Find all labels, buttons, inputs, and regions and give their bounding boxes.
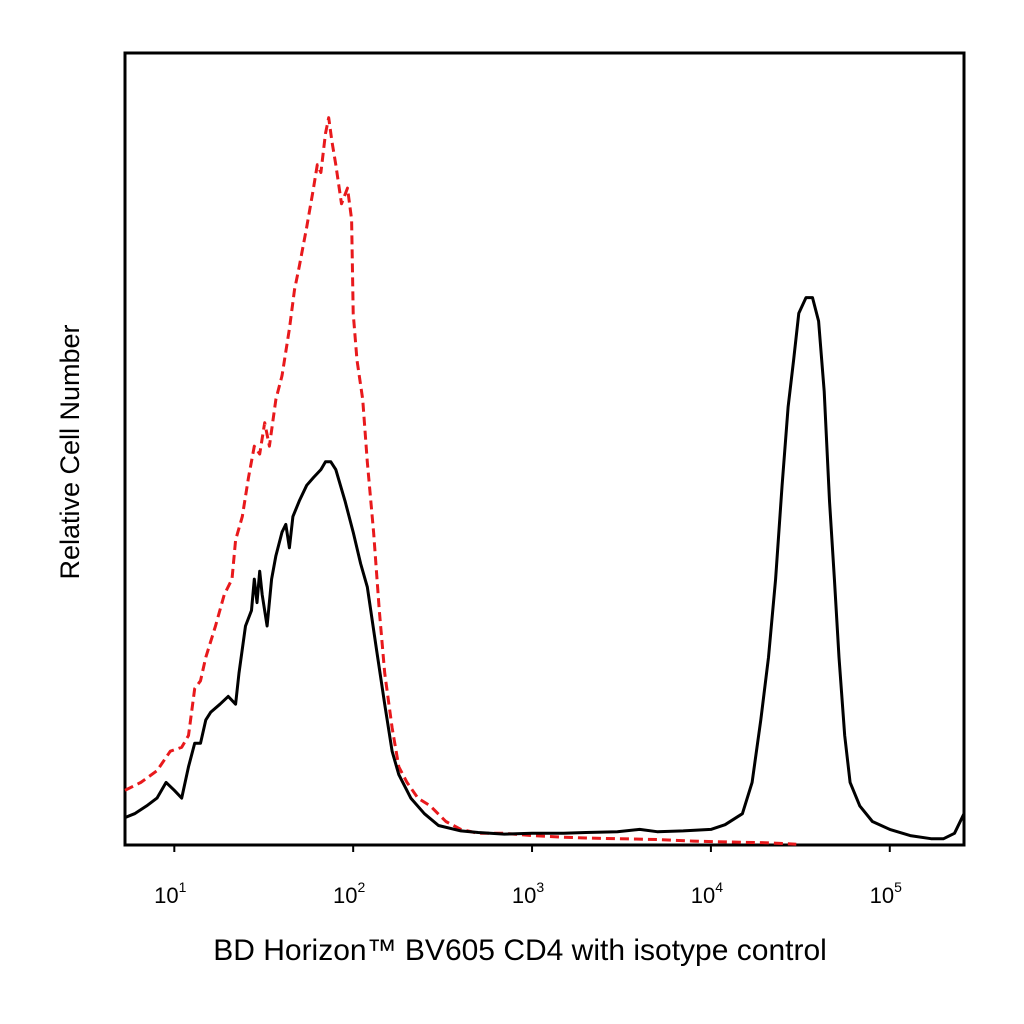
y-axis-label: Relative Cell Number bbox=[55, 324, 85, 579]
x-tick-label: 102 bbox=[333, 879, 365, 908]
x-tick-label: 104 bbox=[691, 879, 723, 908]
x-axis-label: BD Horizon™ BV605 CD4 with isotype contr… bbox=[213, 934, 827, 967]
plot-frame bbox=[123, 51, 966, 847]
x-tick-label: 105 bbox=[870, 879, 902, 908]
series-layer bbox=[124, 116, 966, 846]
x-tick-labels: 101 102 103 104 105 bbox=[154, 845, 902, 908]
x-tick-label: 103 bbox=[512, 879, 544, 908]
histogram-series-0 bbox=[124, 116, 797, 846]
x-tick-label: 101 bbox=[154, 879, 186, 908]
histogram-series-1 bbox=[124, 296, 966, 841]
